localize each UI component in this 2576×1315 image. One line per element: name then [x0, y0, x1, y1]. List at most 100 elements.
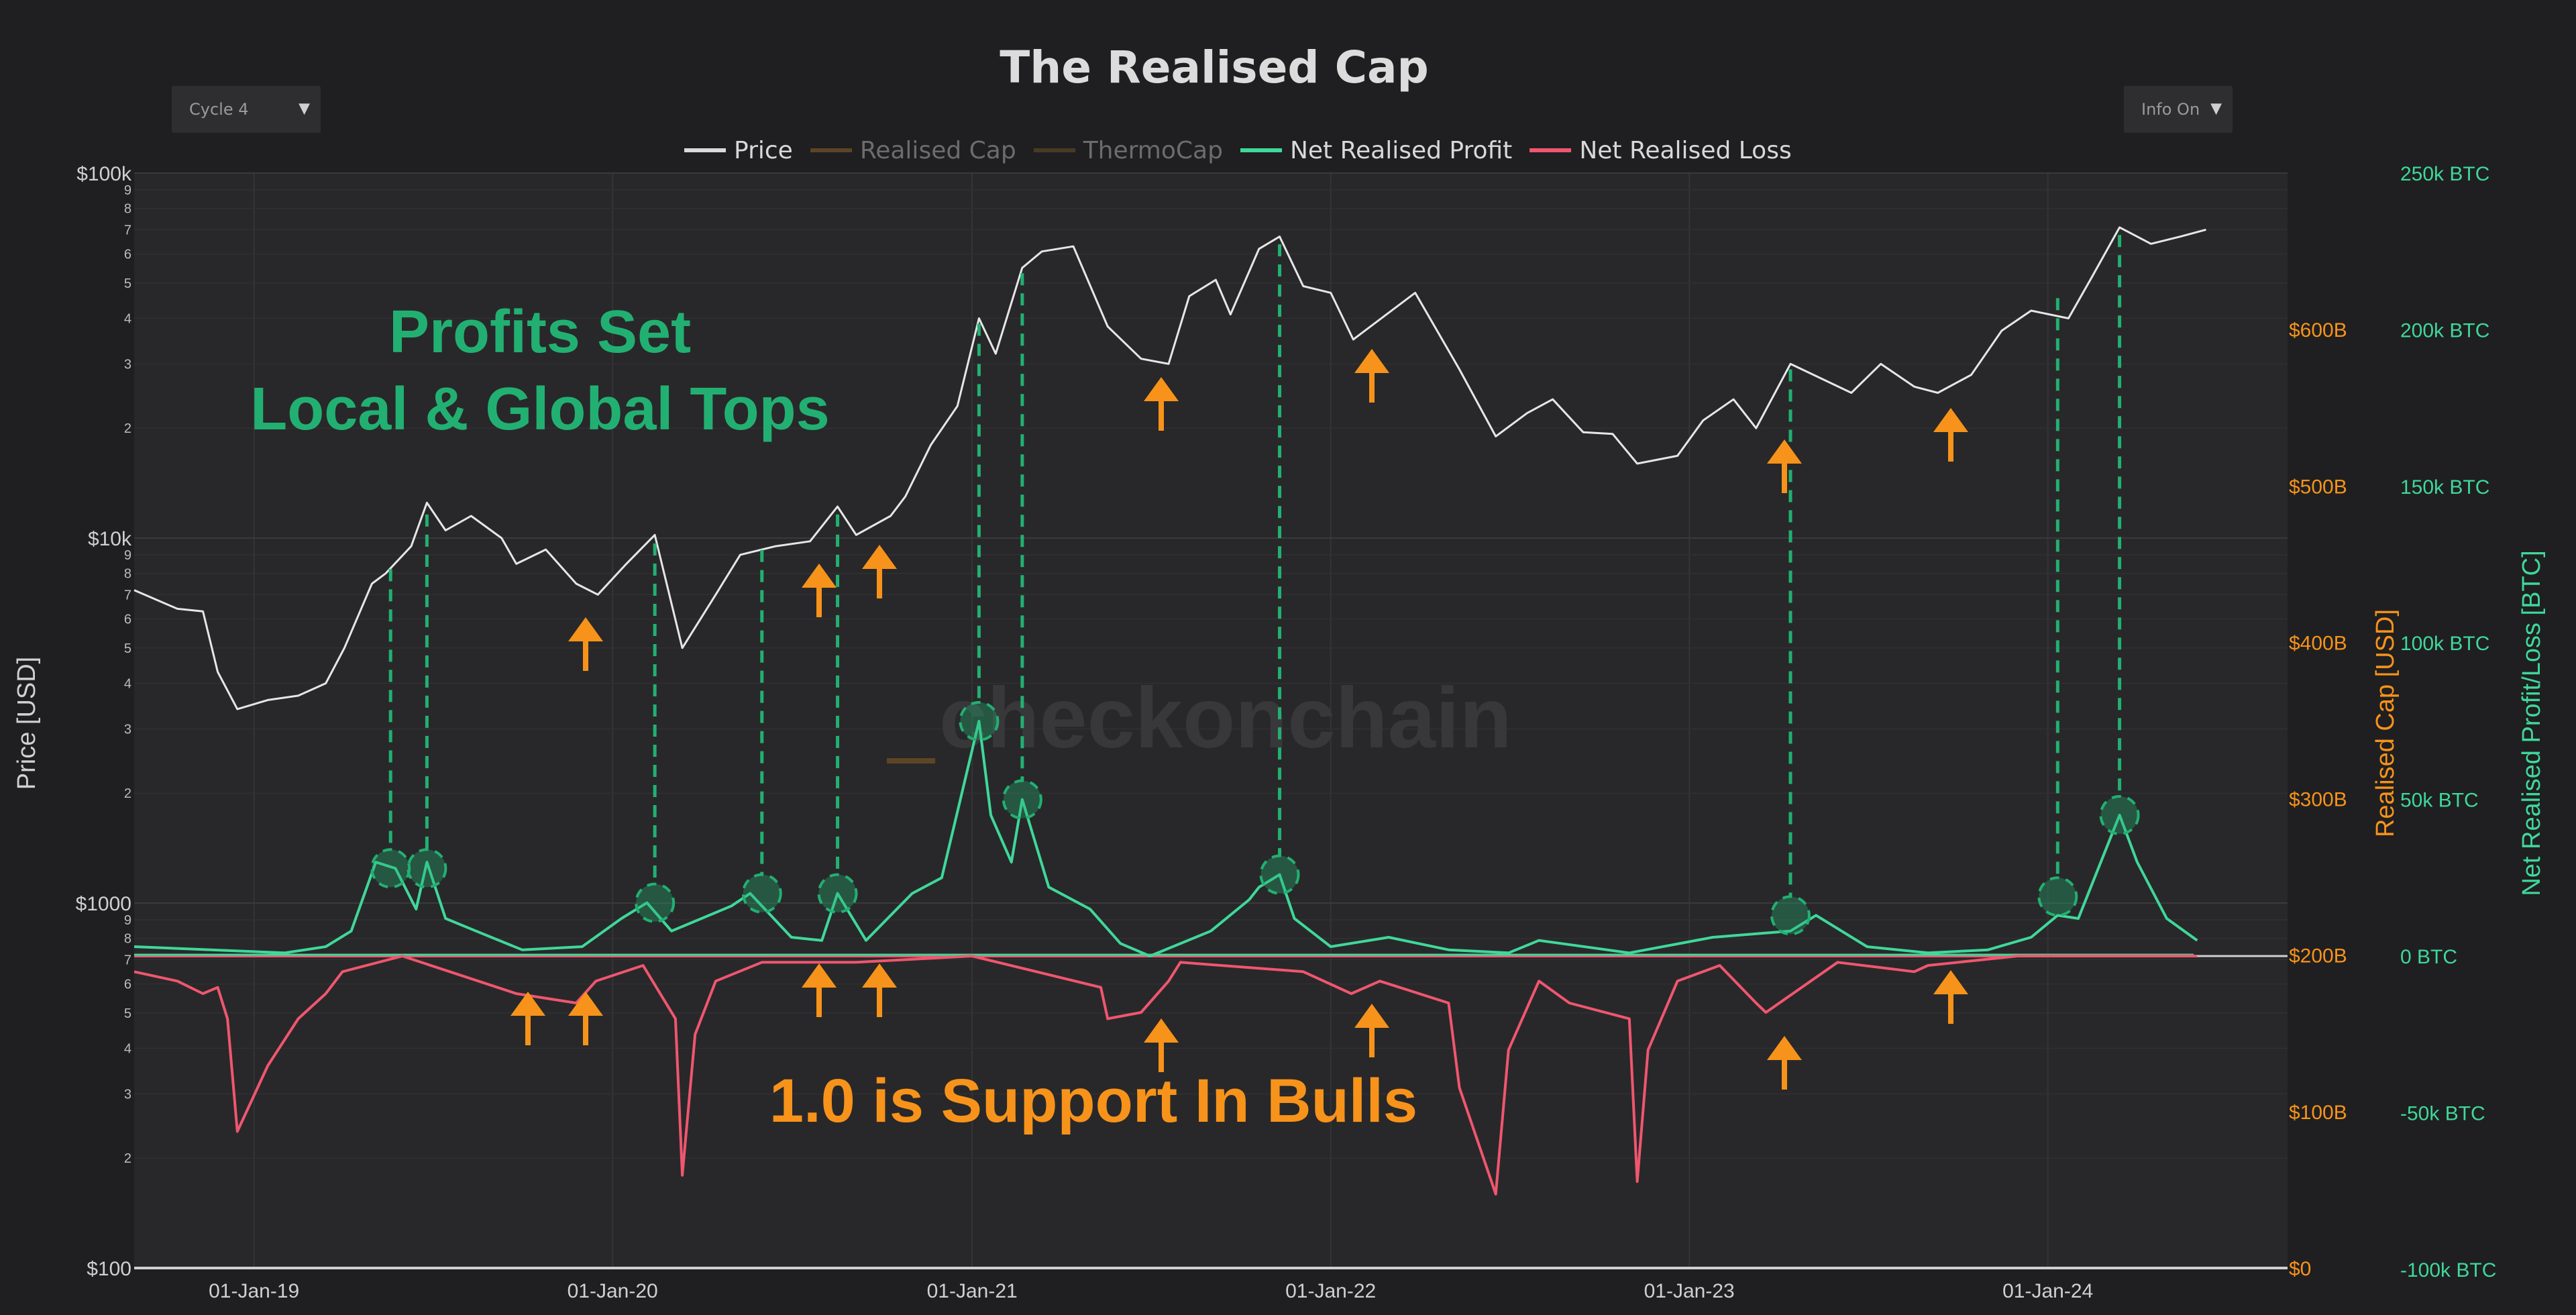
y-minor-tick-label: 6 — [124, 978, 131, 992]
right-axis-2-tick-label: 150k BTC — [2400, 476, 2489, 498]
right-axis-1-tick-label: $600B — [2289, 319, 2347, 341]
y-minor-tick-label: 5 — [124, 641, 131, 656]
legend-label-net-realised-loss: Net Realised Loss — [1579, 136, 1792, 164]
arrow-shaft — [877, 569, 882, 598]
y-minor-tick-label: 3 — [124, 357, 131, 372]
arrow-shaft — [1948, 994, 1953, 1024]
y-minor-tick-label: 9 — [124, 548, 131, 563]
support-arrow-icon — [1767, 1036, 1802, 1090]
x-tick-label: 01-Jan-21 — [927, 1280, 1018, 1302]
arrow-head — [802, 963, 837, 988]
legend-item-net-realised-profit[interactable]: Net Realised Profit — [1240, 137, 1512, 164]
arrow-head — [1144, 377, 1179, 401]
top-marker-circle — [407, 848, 447, 889]
legend-item-price[interactable]: Price — [684, 137, 793, 164]
arrow-shaft — [1159, 401, 1164, 431]
arrow-head — [1144, 1018, 1179, 1043]
legend-swatch-price — [684, 148, 726, 152]
top-marker-circle — [2037, 876, 2078, 917]
legend-item-net-realised-loss[interactable]: Net Realised Loss — [1529, 136, 1792, 164]
arrow-shaft — [1782, 464, 1787, 493]
support-arrow-icon — [862, 545, 897, 598]
support-arrow-icon — [802, 963, 837, 1017]
legend-swatch-net-realised-profit — [1240, 148, 1282, 152]
arrow-shaft — [1948, 432, 1953, 462]
right-axis-2-tick-label: -100k BTC — [2400, 1259, 2496, 1281]
support-arrow-icon — [802, 564, 837, 617]
top-marker-circle — [817, 873, 858, 914]
support-arrow-icon — [1933, 408, 1968, 462]
right-axis-2-tick-label: 200k BTC — [2400, 319, 2489, 341]
y-minor-tick-label: 5 — [124, 276, 131, 291]
cycle-selector-value: Cycle 4 — [189, 100, 249, 119]
top-marker-circle — [959, 700, 1000, 741]
x-tick-label: 01-Jan-19 — [209, 1280, 299, 1302]
legend-item-realised-cap[interactable]: Realised Cap — [810, 137, 1016, 164]
y-tick-label: $100k — [76, 163, 132, 185]
net-realised-profit-line — [133, 719, 2198, 957]
arrow-shaft — [816, 988, 822, 1017]
y-minor-tick-label: 6 — [124, 613, 131, 627]
right-axis-2-tick-label: 100k BTC — [2400, 633, 2489, 655]
y-minor-tick-label: 7 — [124, 953, 131, 967]
right-axis-1-tick-label: $400B — [2289, 632, 2347, 654]
y-minor-tick-label: 2 — [124, 1151, 131, 1166]
arrow-head — [1933, 408, 1968, 432]
arrow-head — [862, 963, 897, 988]
support-arrow-icon — [511, 992, 545, 1045]
y-minor-tick-label: 7 — [124, 588, 131, 602]
plot-area — [134, 173, 2288, 1268]
legend-swatch-realised-cap — [810, 148, 852, 152]
y-minor-tick-label: 4 — [124, 311, 131, 326]
right-axis-1-tick-label: $300B — [2289, 789, 2347, 811]
arrow-shaft — [1369, 1028, 1375, 1057]
arrow-shaft — [583, 1016, 588, 1045]
legend-label-net-realised-profit: Net Realised Profit — [1289, 136, 1513, 164]
y-tick-label: $10k — [88, 528, 132, 550]
right-axis-1-tick-label: $500B — [2289, 476, 2347, 498]
x-tick-label: 01-Jan-22 — [1285, 1280, 1376, 1302]
y-minor-tick-label: 4 — [124, 676, 131, 691]
legend-swatch-thermocap — [1033, 148, 1075, 152]
y-minor-tick-label: 6 — [124, 248, 131, 262]
y-minor-tick-label: 7 — [124, 223, 131, 238]
info-toggle-selector[interactable]: Info On ▼ — [2124, 86, 2233, 133]
y-axis-title: Price [USD] — [13, 657, 41, 790]
y-tick-label: $1000 — [76, 893, 131, 915]
arrow-shaft — [877, 988, 882, 1017]
right-axis-1-tick-label: $200B — [2289, 945, 2347, 967]
support-arrow-icon — [862, 963, 897, 1017]
right-axis-2-tick-label: 50k BTC — [2400, 790, 2479, 812]
arrow-head — [1767, 1036, 1802, 1060]
support-arrow-icon — [1354, 349, 1389, 403]
cycle-selector[interactable]: Cycle 4 ▼ — [172, 86, 321, 133]
top-marker-circle — [635, 882, 676, 923]
arrow-head — [1354, 349, 1389, 373]
annotation-support: 1.0 is Support In Bulls — [769, 1067, 1417, 1135]
arrow-shaft — [1782, 1060, 1787, 1090]
arrow-head — [862, 545, 897, 569]
legend-item-thermocap[interactable]: ThermoCap — [1033, 137, 1223, 164]
right-axis-2-tick-label: 0 BTC — [2400, 946, 2457, 968]
x-tick-label: 01-Jan-23 — [1644, 1280, 1735, 1302]
arrow-shaft — [816, 588, 822, 617]
top-marker-circle — [741, 873, 782, 914]
right-axis-1-tick-label: $0 — [2289, 1258, 2311, 1280]
right-axis-2-tick-label: 250k BTC — [2400, 163, 2489, 185]
legend-label-price: Price — [734, 136, 793, 164]
chevron-down-icon: ▼ — [2210, 100, 2222, 117]
arrow-head — [802, 564, 837, 588]
support-arrow-icon — [1767, 439, 1802, 493]
support-arrow-icon — [1144, 1018, 1179, 1072]
top-marker-circle — [1259, 854, 1300, 895]
arrow-head — [511, 992, 545, 1016]
y-minor-tick-label: 2 — [124, 786, 131, 801]
top-marker-circle — [1002, 779, 1042, 820]
y-minor-tick-label: 9 — [124, 183, 131, 198]
support-arrow-icon — [568, 617, 603, 671]
arrow-head — [568, 617, 603, 641]
right-axis-2-tick-label: -50k BTC — [2400, 1102, 2485, 1124]
x-tick-label: 01-Jan-24 — [2002, 1280, 2093, 1302]
net-realised-loss-line — [133, 955, 2198, 1196]
right-axis-1-title: Realised Cap [USD] — [2371, 609, 2400, 837]
